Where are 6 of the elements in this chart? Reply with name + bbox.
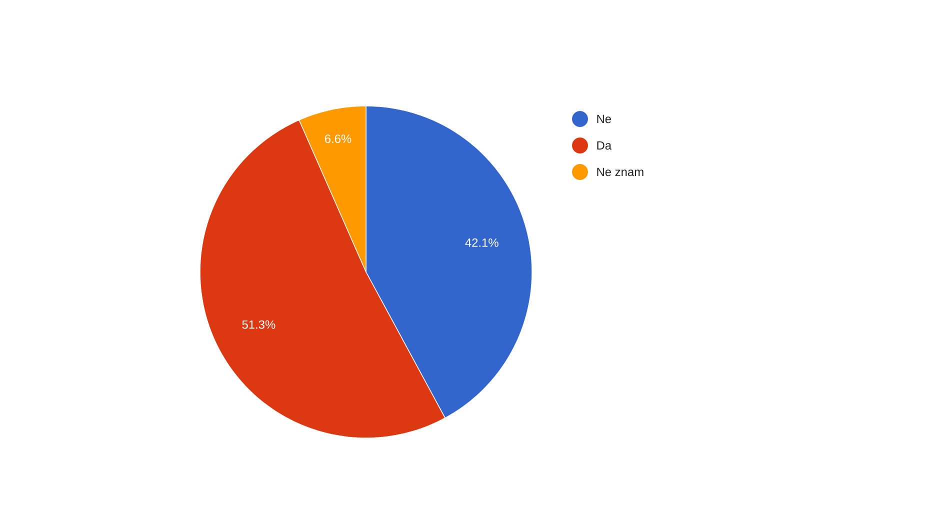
data-label: 6.6% <box>324 134 352 144</box>
data-label: 51.3% <box>242 320 276 329</box>
legend-label: Ne <box>597 114 612 124</box>
data-label: 42.1% <box>465 238 498 247</box>
legend-label: Ne znam <box>597 168 644 176</box>
legend-label: Da <box>597 141 612 150</box>
